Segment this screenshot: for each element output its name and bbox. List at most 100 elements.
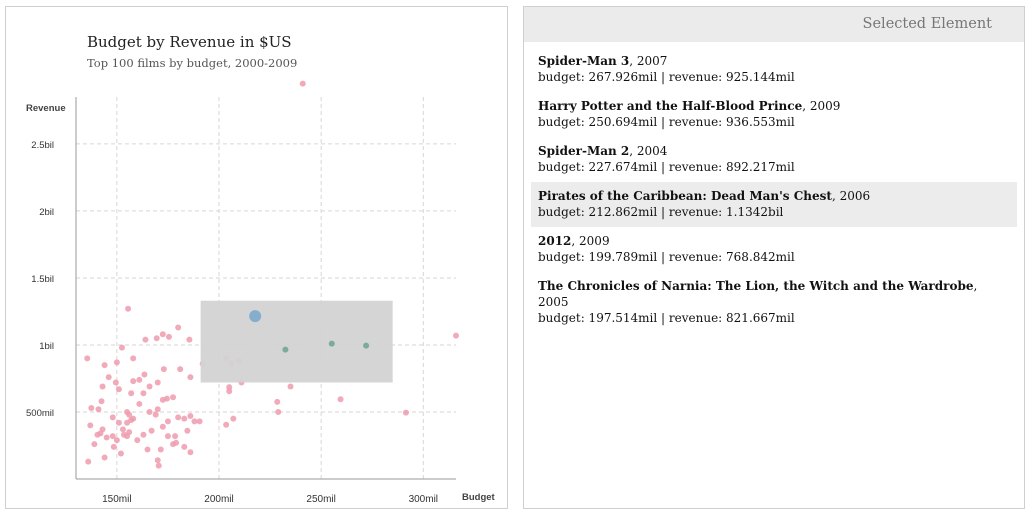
data-point xyxy=(187,449,194,456)
data-point xyxy=(299,80,306,87)
data-point xyxy=(105,374,112,381)
data-point xyxy=(170,394,177,401)
data-point xyxy=(154,457,161,464)
data-point xyxy=(121,431,128,438)
film-title: 2012 xyxy=(538,234,572,248)
data-point xyxy=(160,366,167,373)
film-year: , 2004 xyxy=(629,144,668,158)
data-point xyxy=(109,433,116,440)
film-details: budget: 212.862mil | revenue: 1.1342bil xyxy=(538,205,784,219)
data-point xyxy=(177,366,184,373)
data-point xyxy=(130,355,137,362)
data-point xyxy=(113,359,120,366)
film-title: Harry Potter and the Half-Blood Prince xyxy=(538,99,803,113)
data-point xyxy=(226,388,233,395)
data-point xyxy=(148,427,155,434)
data-point xyxy=(88,404,95,411)
film-item[interactable]: The Chronicles of Narnia: The Lion, the … xyxy=(531,272,1017,333)
film-details: budget: 267.926mil | revenue: 925.144mil xyxy=(538,70,795,84)
data-point xyxy=(172,433,179,440)
film-item[interactable]: 2012, 2009 budget: 199.789mil | revenue: … xyxy=(531,227,1017,272)
data-point xyxy=(146,383,153,390)
data-point xyxy=(230,415,237,422)
selection-brush[interactable] xyxy=(200,300,393,383)
data-point xyxy=(126,411,133,418)
x-tick-label: 250mil xyxy=(306,494,335,505)
y-tick-label: 1bil xyxy=(39,341,54,352)
film-details: budget: 227.674mil | revenue: 892.217mil xyxy=(538,160,795,174)
film-details: budget: 197.514mil | revenue: 821.667mil xyxy=(538,311,795,325)
data-point xyxy=(181,415,188,422)
x-tick-label: 150mil xyxy=(102,494,131,505)
data-point xyxy=(130,378,137,385)
film-year: , 2006 xyxy=(831,189,871,203)
data-point xyxy=(181,443,188,450)
data-point xyxy=(175,324,182,331)
film-year: , 2005 xyxy=(538,279,978,309)
data-point xyxy=(275,408,282,415)
film-item[interactable]: Spider-Man 3, 2007 budget: 267.926mil | r… xyxy=(531,47,1017,92)
data-point xyxy=(402,409,409,416)
film-year: , 2007 xyxy=(629,54,668,68)
data-point xyxy=(115,419,122,426)
data-point xyxy=(113,437,120,444)
data-point xyxy=(95,406,102,413)
film-title: Pirates of the Caribbean: Dead Man's Che… xyxy=(538,189,832,203)
film-details: budget: 250.694mil | revenue: 936.553mil xyxy=(538,115,795,129)
data-point xyxy=(164,418,171,425)
data-point xyxy=(186,336,193,343)
data-point xyxy=(159,331,166,338)
data-point xyxy=(119,426,126,433)
y-tick-label: 500mil xyxy=(26,408,54,419)
data-point xyxy=(157,446,164,453)
data-point xyxy=(196,418,203,425)
selected-element-panel: Selected Element Spider-Man 3, 2007 budge… xyxy=(523,6,1025,509)
selected-point xyxy=(328,340,335,347)
data-point xyxy=(109,414,116,421)
data-point xyxy=(337,396,344,403)
data-point xyxy=(124,419,131,426)
data-point xyxy=(94,431,101,438)
data-point xyxy=(101,454,108,461)
data-point xyxy=(175,414,182,421)
data-point xyxy=(173,439,180,446)
film-year: , 2009 xyxy=(571,234,610,248)
data-point xyxy=(159,396,166,403)
scatter-plot[interactable]: 150mil 200mil 250mil 300mil 500mil 1bil 1.5bil… xyxy=(6,7,509,510)
data-point xyxy=(103,434,110,441)
data-point xyxy=(274,398,281,405)
selected-point xyxy=(282,346,289,353)
data-point xyxy=(128,390,135,397)
selected-point xyxy=(363,342,370,349)
film-title: The Chronicles of Narnia: The Lion, the … xyxy=(538,279,974,293)
data-point xyxy=(112,379,119,386)
chart-panel: Budget by Revenue in $US Top 100 films b… xyxy=(5,6,508,509)
data-point xyxy=(191,418,198,425)
data-point xyxy=(187,413,194,420)
film-item[interactable]: Harry Potter and the Half-Blood Prince, … xyxy=(531,92,1017,137)
film-details: budget: 199.789mil | revenue: 768.842mil xyxy=(538,250,795,264)
data-point xyxy=(118,344,125,351)
data-point xyxy=(115,386,122,393)
y-tick-label: 2.5bil xyxy=(31,140,54,151)
film-title: Spider-Man 2 xyxy=(538,144,630,158)
selected-element-header: Selected Element xyxy=(524,7,1024,42)
x-tick-label: 200mil xyxy=(204,494,233,505)
data-point xyxy=(136,400,143,407)
data-point xyxy=(146,408,153,415)
y-tick-label: 1.5bil xyxy=(31,274,54,285)
data-point xyxy=(184,427,191,434)
film-item[interactable]: Pirates of the Caribbean: Dead Man's Che… xyxy=(531,182,1017,227)
data-point xyxy=(134,437,141,444)
data-point xyxy=(87,422,94,429)
data-point xyxy=(453,332,459,339)
film-year: , 2009 xyxy=(802,99,841,113)
film-item[interactable]: Spider-Man 2, 2004 budget: 227.674mil | r… xyxy=(531,137,1017,182)
chart-subtitle: Top 100 films by budget, 2000-2009 xyxy=(87,56,298,70)
data-point xyxy=(98,398,105,405)
data-point xyxy=(99,383,106,390)
y-axis-label: Revenue xyxy=(26,103,66,114)
data-point xyxy=(287,383,294,390)
selected-film-list: Spider-Man 3, 2007 budget: 267.926mil | r… xyxy=(531,47,1017,333)
data-point xyxy=(117,450,124,457)
